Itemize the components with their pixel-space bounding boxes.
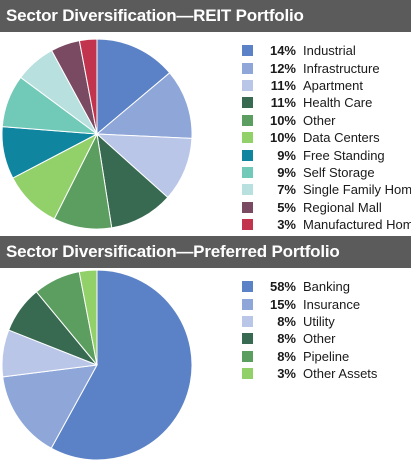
legend-item: 58% Banking (242, 278, 377, 295)
legend-item: 8% Utility (242, 313, 377, 330)
legend-percent: 12% (269, 60, 296, 76)
legend-item: 3% Manufactured Home (242, 216, 411, 233)
legend-swatch (242, 166, 253, 178)
legend-percent: 10% (269, 112, 296, 128)
legend-percent: 3% (277, 217, 296, 233)
legend-label: Insurance (303, 296, 361, 312)
legend-item: 10% Other (242, 112, 411, 129)
legend-percent: 9% (277, 164, 296, 180)
legend-label: Health Care (303, 95, 373, 111)
legend-swatch (242, 149, 253, 161)
reit-portfolio-panel: Sector Diversification—REIT Portfolio 14… (0, 0, 411, 233)
legend-label: Regional Mall (303, 199, 382, 215)
legend-swatch (242, 281, 253, 293)
pie-slice-banking (50, 269, 193, 461)
legend-percent: 14% (269, 43, 296, 59)
preferred-portfolio-panel: Sector Diversification—Preferred Portfol… (0, 236, 411, 461)
pie-slice-infrastructure (95, 72, 193, 139)
legend-item: 7% Single Family Homes (242, 181, 411, 198)
legend-label: Manufactured Home (303, 217, 411, 233)
legend-swatch (242, 79, 253, 91)
legend-label: Other Assets (303, 366, 378, 382)
legend-swatch (242, 132, 253, 144)
legend-label: Apartment (303, 77, 363, 93)
legend-item: 5% Regional Mall (242, 199, 411, 216)
legend-percent: 8% (277, 348, 296, 364)
reit-legend: 14% Industrial 12% Infrastructure 11% Apartme… (242, 42, 411, 233)
legend-item: 11% Health Care (242, 94, 411, 111)
legend-swatch (242, 350, 253, 362)
reit-pie-chart (1, 38, 193, 230)
legend-swatch (242, 219, 253, 231)
legend-percent: 8% (277, 313, 296, 329)
legend-percent: 3% (277, 366, 296, 382)
legend-item: 9% Self Storage (242, 164, 411, 181)
legend-label: Pipeline (303, 348, 350, 364)
legend-item: 12% Infrastructure (242, 59, 411, 76)
reit-chart-title: Sector Diversification—REIT Portfolio (0, 0, 411, 32)
preferred-chart-title: Sector Diversification—Preferred Portfol… (0, 236, 411, 268)
legend-label: Other (303, 112, 336, 128)
legend-swatch (242, 315, 253, 327)
preferred-pie-chart (1, 269, 193, 461)
legend-swatch (242, 62, 253, 74)
legend-percent: 10% (269, 130, 296, 146)
legend-swatch (242, 368, 253, 380)
legend-label: Industrial (303, 43, 356, 59)
preferred-legend: 58% Banking 15% Insurance 8% Utility 8% Other 8%… (242, 278, 377, 382)
legend-item: 15% Insurance (242, 295, 377, 312)
pie-slice-other-assets (78, 269, 98, 366)
legend-label: Utility (303, 313, 335, 329)
legend-percent: 8% (277, 331, 296, 347)
legend-percent: 11% (270, 77, 296, 93)
pie-slice-industrial (96, 38, 171, 136)
legend-swatch (242, 298, 253, 310)
legend-item: 11% Apartment (242, 77, 411, 94)
legend-swatch (242, 97, 253, 109)
pie-slice-manufactured-home (78, 38, 98, 135)
legend-label: Single Family Homes (303, 182, 411, 198)
legend-percent: 5% (277, 199, 296, 215)
legend-swatch (242, 201, 253, 213)
legend-swatch (242, 45, 253, 57)
legend-item: 10% Data Centers (242, 129, 411, 146)
legend-item: 8% Pipeline (242, 348, 377, 365)
legend-percent: 9% (277, 147, 296, 163)
legend-percent: 15% (269, 296, 296, 312)
legend-percent: 11% (270, 95, 296, 111)
legend-item: 14% Industrial (242, 42, 411, 59)
legend-percent: 7% (277, 182, 296, 198)
pie-slice-apartment (95, 133, 193, 199)
legend-swatch (242, 333, 253, 345)
legend-percent: 58% (269, 279, 296, 295)
legend-label: Infrastructure (303, 60, 380, 76)
legend-item: 9% Free Standing (242, 146, 411, 163)
legend-swatch (242, 114, 253, 126)
legend-label: Self Storage (303, 164, 375, 180)
pie-slice-insurance (2, 364, 98, 449)
legend-label: Data Centers (303, 130, 380, 146)
legend-label: Free Standing (303, 147, 385, 163)
legend-item: 8% Other (242, 330, 377, 347)
legend-label: Banking (303, 279, 350, 295)
legend-swatch (242, 184, 253, 196)
legend-item: 3% Other Assets (242, 365, 377, 382)
pie-slice-health-care (96, 132, 169, 229)
legend-label: Other (303, 331, 336, 347)
